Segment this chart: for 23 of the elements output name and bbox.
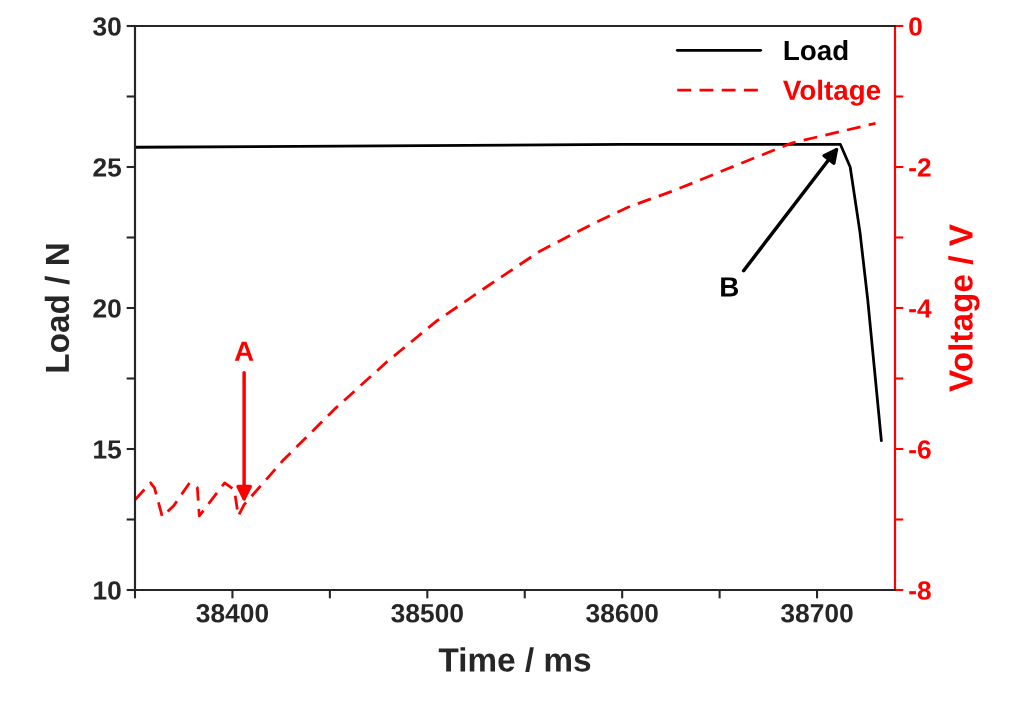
x-tick-label: 38400 — [196, 603, 269, 623]
line-series — [135, 143, 883, 442]
y2-tick-label: -2 — [909, 158, 931, 177]
y2-tick-label: -8 — [909, 581, 931, 600]
x-tick-label: 38700 — [780, 603, 853, 623]
y-tick-label: 30 — [93, 17, 121, 36]
annotation: A — [234, 341, 254, 361]
legend-label: Load — [784, 39, 848, 61]
y-tick-label: 10 — [94, 581, 121, 600]
y2-tick-label: -4 — [909, 299, 932, 318]
y2-axis-title: Voltage / V — [948, 224, 980, 392]
x-tick-label: 38500 — [391, 603, 463, 623]
annotation: B — [721, 277, 739, 297]
x-axis-title: Time / ms — [438, 647, 591, 673]
y2-tick-label: 0 — [909, 17, 922, 36]
line-series — [135, 121, 877, 519]
y-tick-label: 15 — [94, 440, 122, 459]
y2-tick-label: -6 — [909, 440, 931, 459]
y-axis-title: Load / N — [44, 244, 70, 372]
y-tick-label: 25 — [93, 158, 122, 177]
x-tick-label: 38600 — [586, 603, 658, 623]
legend-label: Voltage — [783, 79, 881, 106]
y-tick-label: 20 — [93, 299, 121, 318]
